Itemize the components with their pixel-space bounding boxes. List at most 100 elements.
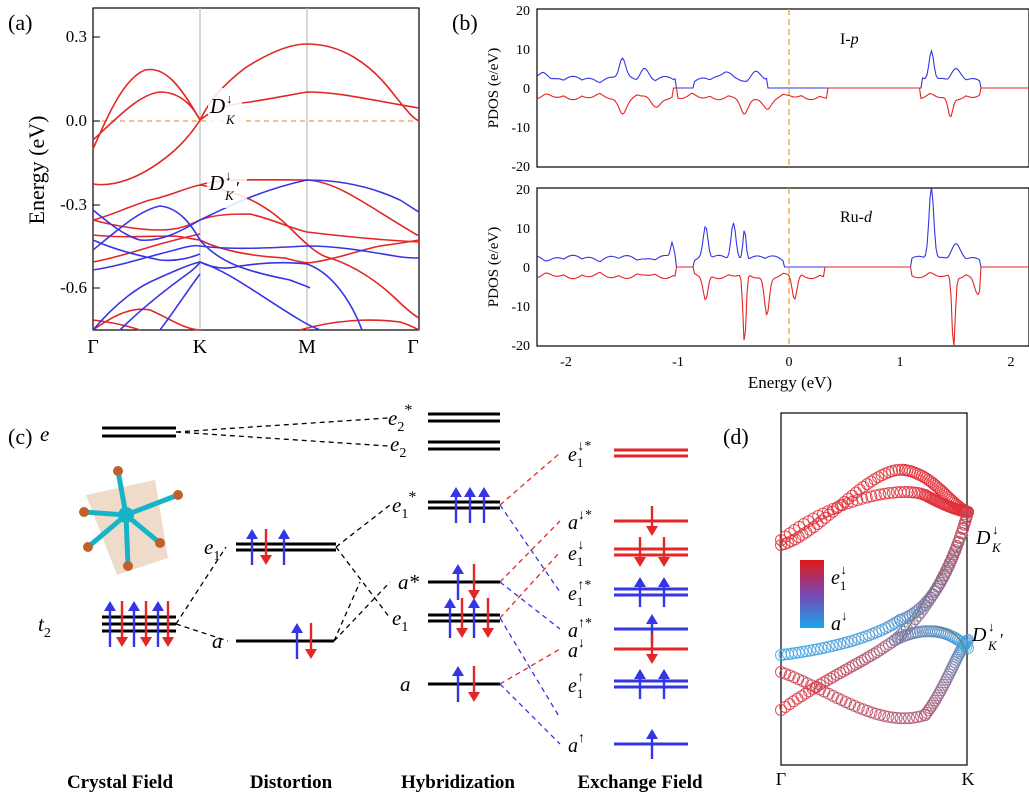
fat-band-marker xyxy=(882,710,895,723)
arrow-head xyxy=(468,598,480,608)
stage-label: Distortion xyxy=(250,772,333,793)
fat-band-marker xyxy=(911,604,924,617)
fat-band-marker xyxy=(861,651,874,664)
pdos-ytick: -20 xyxy=(511,339,530,354)
arrow-head xyxy=(634,669,646,679)
fat-band-marker xyxy=(874,488,887,501)
panel-c: (c) e xyxy=(8,402,703,793)
fat-band-marker xyxy=(779,701,792,713)
dirac-point-prime-label: D xyxy=(971,624,987,646)
band-line xyxy=(92,233,201,263)
exchange-level: e1↓* xyxy=(568,439,688,470)
panel-d-dirac-annotation: D ↓ K xyxy=(975,522,1002,555)
pdos-ytick: 20 xyxy=(516,183,530,198)
pdos-ytick: 0 xyxy=(523,261,530,276)
arrow-head xyxy=(634,577,646,587)
fat-band-marker xyxy=(852,632,865,645)
level-e1-hyb xyxy=(428,613,500,623)
fat-band-marker xyxy=(920,472,932,485)
t2-electron-arrows xyxy=(104,601,174,647)
fat-bands xyxy=(775,463,974,725)
panel-a-frame xyxy=(92,7,420,331)
fat-band-marker xyxy=(795,690,808,703)
fat-band-marker xyxy=(855,654,868,667)
exchange-level-label: a↓* xyxy=(568,508,592,534)
panel-a-ytick: 0.0 xyxy=(66,111,87,130)
spin-down-connectors xyxy=(499,452,561,685)
fat-band-marker xyxy=(890,711,903,724)
panel-d-label: (d) xyxy=(723,424,749,449)
fat-band-marker xyxy=(886,711,899,724)
fat-band-marker xyxy=(918,598,931,611)
stage-labels: Crystal Field Distortion Hybridization E… xyxy=(67,772,703,793)
pdos-xticks: -2 -1 0 1 2 xyxy=(560,355,1014,370)
fat-band-marker xyxy=(841,636,854,649)
fat-band-marker xyxy=(837,637,850,650)
fat-band-marker xyxy=(898,486,911,498)
exchange-level-label: a↑* xyxy=(568,616,592,642)
arrow-head xyxy=(278,529,290,539)
level-e2star xyxy=(428,412,500,423)
fat-band-marker xyxy=(779,530,792,543)
fat-band-marker xyxy=(819,641,831,654)
projection-colorbar xyxy=(800,560,824,628)
level-e2star-label: e2* xyxy=(388,402,412,435)
stage-label: Crystal Field xyxy=(67,772,174,793)
arrow-head xyxy=(468,590,480,600)
dirac-point-prime-label: D xyxy=(208,171,224,195)
arrow-head xyxy=(104,601,116,611)
fat-band-marker xyxy=(852,656,865,669)
exchange-level: e1↓ xyxy=(568,537,688,569)
fat-band-marker xyxy=(830,639,843,651)
pdos-ytick: -10 xyxy=(511,121,530,136)
exchange-level-label: e1↑ xyxy=(568,670,584,701)
fat-band-marker xyxy=(792,646,805,659)
band-line xyxy=(159,273,201,331)
fat-band-marker xyxy=(958,516,971,529)
fat-band-marker xyxy=(882,638,895,651)
band-line xyxy=(92,239,201,262)
level-e1star-label: e1* xyxy=(392,489,416,522)
panel-c-label: (c) xyxy=(8,424,32,449)
band-guide-line xyxy=(899,534,969,656)
exchange-level-label: e1↓* xyxy=(568,439,591,470)
fat-band-marker xyxy=(958,639,971,651)
fat-band-marker xyxy=(840,663,853,676)
pdos-ytick: 10 xyxy=(516,222,530,237)
level-e1-hyb-label: e1 xyxy=(392,606,408,635)
fat-band-marker xyxy=(902,712,915,725)
arrow-head xyxy=(162,637,174,647)
arrow-head xyxy=(450,487,462,497)
spin-down-arrow: ↓ xyxy=(226,91,233,106)
prime-mark: ′ xyxy=(236,178,240,198)
band-line xyxy=(119,260,363,331)
level-e1-label: e1 xyxy=(204,535,220,564)
arrow-head xyxy=(478,487,490,497)
fat-band-marker xyxy=(878,487,891,500)
arrow-head xyxy=(260,555,272,565)
panel-b-label: (b) xyxy=(452,10,478,35)
fat-band-marker xyxy=(845,635,858,648)
exchange-level: a↑* xyxy=(568,614,688,644)
fat-band-marker xyxy=(939,676,952,689)
arrow-head xyxy=(658,669,670,679)
fat-band-marker xyxy=(810,680,823,693)
pdos-top-yticks: 20 10 0 -10 -20 xyxy=(511,4,530,175)
fat-band-marker xyxy=(817,676,830,689)
fat-band-marker xyxy=(830,502,843,515)
panel-a-kpoint: Γ xyxy=(407,336,419,358)
pdos-ytick: -20 xyxy=(511,160,530,175)
fat-band-marker xyxy=(857,480,870,493)
fat-band-marker xyxy=(882,487,895,500)
panel-b: (b) I-p 20 10 0 -10 -20 PDOS (e/eV) Ru-d… xyxy=(452,4,1029,392)
pdos-xtick: 0 xyxy=(786,355,793,370)
level-e2 xyxy=(428,440,500,451)
fat-band-marker xyxy=(873,644,886,657)
panel-a-yticks: 0.3 0.0 -0.3 -0.6 xyxy=(60,27,100,297)
fat-band-marker xyxy=(891,615,904,628)
fat-band-marker xyxy=(787,695,800,708)
pdos-bottom-spin-down xyxy=(536,266,1029,347)
fat-band-marker xyxy=(796,645,809,658)
fat-band-marker xyxy=(837,665,850,678)
